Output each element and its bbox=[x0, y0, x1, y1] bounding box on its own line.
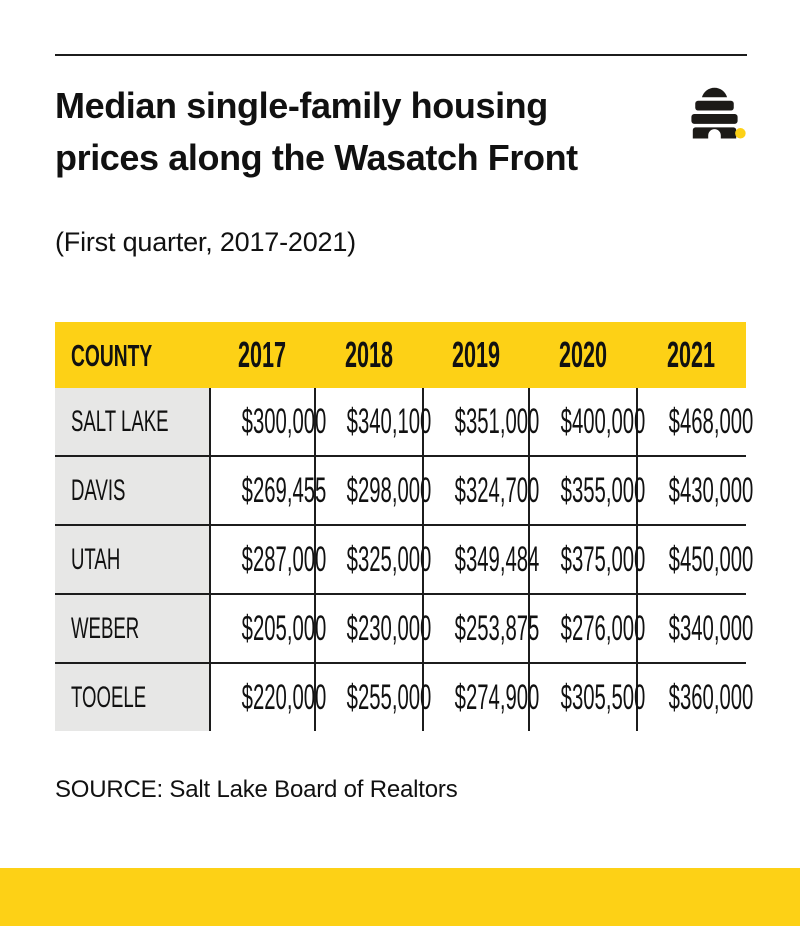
column-header-year: 2018 bbox=[315, 322, 423, 388]
table-row: DAVIS $269,455 $298,000 $324,700 $355,000 $43… bbox=[55, 455, 753, 525]
title-line-2: prices along the Wasatch Front bbox=[55, 137, 578, 178]
column-header-year: 2021 bbox=[637, 322, 746, 388]
source-credit: SOURCE: Salt Lake Board of Realtors bbox=[55, 776, 458, 803]
price-cell: $375,000 bbox=[528, 524, 645, 594]
county-cell: UTAH bbox=[55, 524, 210, 594]
column-header-year: 2017 bbox=[210, 322, 315, 388]
table-header: COUNTY 2017 2018 2019 2020 2021 bbox=[55, 322, 746, 388]
price-value: $324,700 bbox=[454, 471, 540, 510]
header-label: 2021 bbox=[667, 334, 716, 375]
price-cell: $355,000 bbox=[528, 455, 645, 525]
price-cell: $430,000 bbox=[636, 455, 753, 525]
price-cell: $305,500 bbox=[528, 662, 645, 731]
bottom-accent-bar bbox=[0, 868, 800, 926]
county-cell: DAVIS bbox=[55, 455, 210, 525]
price-value: $287,000 bbox=[241, 540, 327, 579]
price-value: $450,000 bbox=[668, 540, 754, 579]
price-value: $220,000 bbox=[241, 678, 327, 717]
price-cell: $253,875 bbox=[422, 593, 539, 663]
price-value: $230,000 bbox=[346, 609, 432, 648]
price-cell: $230,000 bbox=[314, 593, 431, 663]
price-value: $253,875 bbox=[454, 609, 540, 648]
price-cell: $255,000 bbox=[314, 662, 431, 731]
logo-yellow-dot bbox=[735, 128, 746, 139]
header-label: COUNTY bbox=[71, 337, 153, 373]
price-value: $305,500 bbox=[560, 678, 646, 717]
table-row: WEBER $205,000 $230,000 $253,875 $276,000 $34… bbox=[55, 593, 753, 663]
price-cell: $340,100 bbox=[314, 388, 431, 456]
column-header-county: COUNTY bbox=[55, 322, 210, 388]
county-label: UTAH bbox=[71, 542, 121, 576]
beehive-logo-icon bbox=[691, 87, 746, 139]
header-row: COUNTY 2017 2018 2019 2020 2021 bbox=[55, 322, 746, 388]
price-cell: $300,000 bbox=[209, 388, 326, 456]
price-value: $360,000 bbox=[668, 678, 754, 717]
price-value: $400,000 bbox=[560, 402, 646, 441]
price-cell: $205,000 bbox=[209, 593, 326, 663]
price-value: $255,000 bbox=[346, 678, 432, 717]
column-header-year: 2020 bbox=[529, 322, 637, 388]
housing-price-table: COUNTY 2017 2018 2019 2020 2021 SALT LAKE $300… bbox=[55, 322, 753, 731]
price-value: $205,000 bbox=[241, 609, 327, 648]
price-value: $351,000 bbox=[454, 402, 540, 441]
county-label: DAVIS bbox=[71, 473, 126, 507]
price-cell: $287,000 bbox=[209, 524, 326, 594]
price-value: $349,484 bbox=[454, 540, 540, 579]
table-row: UTAH $287,000 $325,000 $349,484 $375,000 $450… bbox=[55, 524, 753, 594]
header-label: 2017 bbox=[238, 334, 287, 375]
subtitle: (First quarter, 2017-2021) bbox=[55, 227, 356, 257]
price-value: $340,000 bbox=[668, 609, 754, 648]
price-value: $325,000 bbox=[346, 540, 432, 579]
price-cell: $468,000 bbox=[636, 388, 753, 456]
header-label: 2019 bbox=[451, 334, 501, 375]
column-header-year: 2019 bbox=[423, 322, 529, 388]
price-cell: $274,900 bbox=[422, 662, 539, 731]
price-value: $468,000 bbox=[668, 402, 754, 441]
table-row: TOOELE $220,000 $255,000 $274,900 $305,500 $3… bbox=[55, 662, 753, 731]
header-label: 2020 bbox=[558, 334, 608, 375]
county-label: SALT LAKE bbox=[71, 404, 169, 438]
county-label: WEBER bbox=[71, 611, 140, 645]
price-cell: $349,484 bbox=[422, 524, 539, 594]
price-value: $274,900 bbox=[454, 678, 540, 717]
price-cell: $351,000 bbox=[422, 388, 539, 456]
price-cell: $340,000 bbox=[636, 593, 753, 663]
price-value: $269,455 bbox=[241, 471, 327, 510]
price-value: $355,000 bbox=[560, 471, 646, 510]
price-cell: $325,000 bbox=[314, 524, 431, 594]
table-row: SALT LAKE $300,000 $340,100 $351,000 $400,00… bbox=[55, 388, 753, 456]
county-label: TOOELE bbox=[71, 680, 147, 714]
price-cell: $400,000 bbox=[528, 388, 645, 456]
price-cell: $298,000 bbox=[314, 455, 431, 525]
price-cell: $450,000 bbox=[636, 524, 753, 594]
price-value: $375,000 bbox=[560, 540, 646, 579]
county-cell: TOOELE bbox=[55, 662, 210, 731]
price-cell: $276,000 bbox=[528, 593, 645, 663]
price-cell: $220,000 bbox=[209, 662, 326, 731]
price-value: $430,000 bbox=[668, 471, 754, 510]
header-label: 2018 bbox=[344, 334, 394, 375]
price-value: $298,000 bbox=[346, 471, 432, 510]
page-title: Median single-family housing prices alon… bbox=[55, 80, 578, 184]
price-cell: $360,000 bbox=[636, 662, 753, 731]
price-cell: $269,455 bbox=[209, 455, 326, 525]
price-value: $300,000 bbox=[241, 402, 327, 441]
price-value: $276,000 bbox=[560, 609, 646, 648]
county-cell: WEBER bbox=[55, 593, 210, 663]
title-line-1: Median single-family housing bbox=[55, 85, 548, 126]
top-divider-rule bbox=[55, 54, 747, 56]
price-value: $340,100 bbox=[346, 402, 432, 441]
county-cell: SALT LAKE bbox=[55, 388, 210, 456]
price-cell: $324,700 bbox=[422, 455, 539, 525]
